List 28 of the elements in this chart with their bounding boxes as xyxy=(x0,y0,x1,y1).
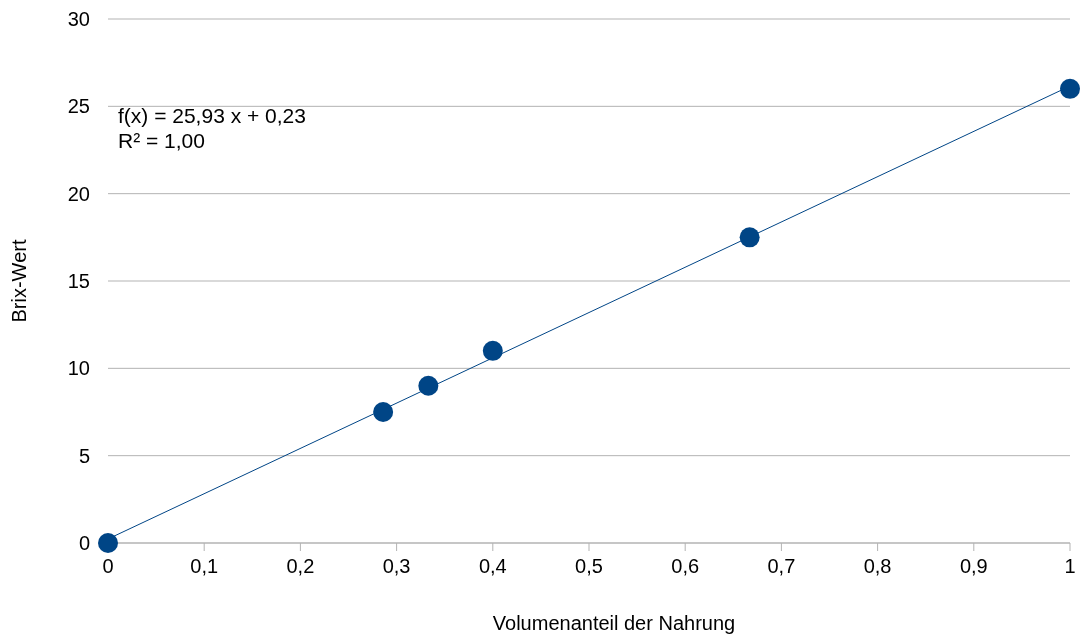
point xyxy=(98,533,118,553)
y-tick-label: 20 xyxy=(67,182,90,205)
x-tick-label: 1 xyxy=(1064,555,1076,577)
point xyxy=(373,402,394,422)
point xyxy=(482,340,503,361)
y-tick-label: 0 xyxy=(78,532,90,554)
annotation: f(x) = 25,93 x + 0,23 xyxy=(118,104,306,127)
point xyxy=(1060,78,1080,99)
y-tick-label: 10 xyxy=(67,357,90,380)
x-tick-label: 0,8 xyxy=(863,555,892,577)
y-axis-title: Brix-Wert xyxy=(8,239,30,323)
x-tick-label: 0,1 xyxy=(190,555,219,577)
y-tick-label: 25 xyxy=(67,95,90,118)
point xyxy=(418,375,439,396)
x-tick-label: 0,6 xyxy=(671,555,700,577)
x-tick-label: 0,3 xyxy=(382,555,411,577)
x-tick-label: 0 xyxy=(102,555,114,577)
x-tick-label: 0,5 xyxy=(575,555,603,577)
x-axis-title: Volumenanteil der Nahrung xyxy=(492,612,736,634)
point xyxy=(739,227,760,248)
y-tick-label: 30 xyxy=(67,8,90,30)
x-tick-label: 0,9 xyxy=(959,555,988,577)
x-tick-label: 0,2 xyxy=(286,555,315,577)
y-tick-label: 15 xyxy=(67,270,90,292)
y-tick-label: 5 xyxy=(78,444,90,467)
x-tick-label: 0,4 xyxy=(478,555,507,577)
annotation: R² = 1,00 xyxy=(118,129,205,152)
x-tick-label: 0,7 xyxy=(767,555,796,577)
